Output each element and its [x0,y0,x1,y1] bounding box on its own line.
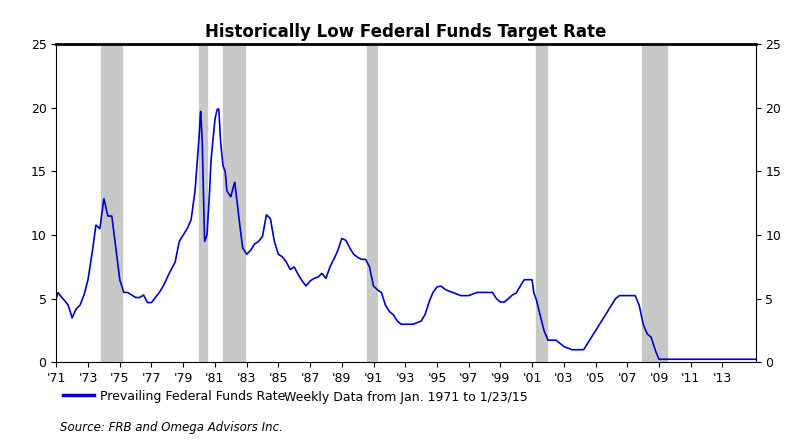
Bar [366,44,377,362]
Bar [101,44,122,362]
Bar [641,44,666,362]
X-axis label: Weekly Data from Jan. 1971 to 1/23/15: Weekly Data from Jan. 1971 to 1/23/15 [283,391,528,404]
Bar [536,44,546,362]
Bar [199,44,206,362]
Bar [222,44,245,362]
Title: Historically Low Federal Funds Target Rate: Historically Low Federal Funds Target Ra… [205,23,606,41]
Legend: Prevailing Federal Funds Rate: Prevailing Federal Funds Rate [63,389,285,403]
Text: Source: FRB and Omega Advisors Inc.: Source: FRB and Omega Advisors Inc. [60,421,283,434]
